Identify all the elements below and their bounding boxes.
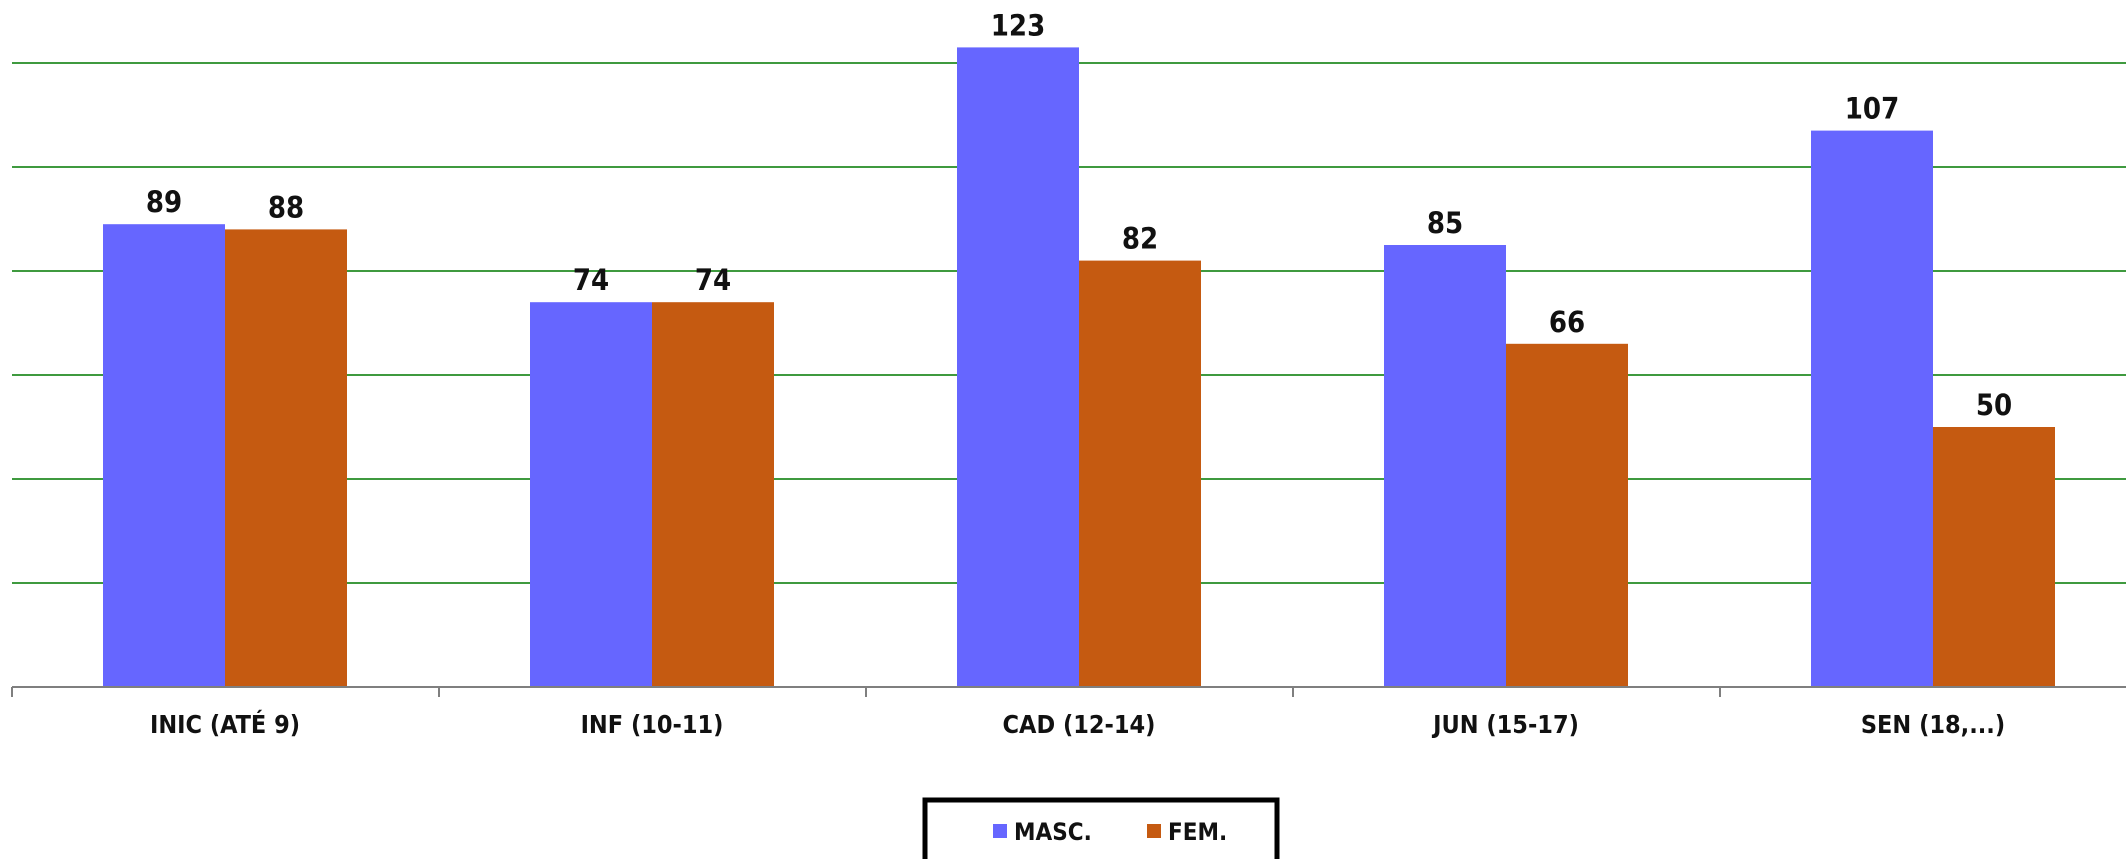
x-axis: INIC (ATÉ 9) INF (10-11) CAD (12-14) JUN (1… bbox=[11, 686, 2126, 739]
legend-label-fem: FEM. bbox=[1168, 818, 1227, 846]
category-label: JUN (15-17) bbox=[1431, 710, 1579, 739]
category-label: SEN (18,...) bbox=[1861, 710, 2005, 739]
data-label: 85 bbox=[1427, 206, 1463, 240]
data-label: 74 bbox=[695, 263, 731, 297]
category-label: INIC (ATÉ 9) bbox=[150, 710, 300, 739]
data-label: 88 bbox=[268, 190, 304, 224]
bars bbox=[103, 47, 2055, 688]
bar-masc bbox=[530, 302, 652, 687]
bar-masc bbox=[957, 47, 1079, 687]
data-label: 107 bbox=[1845, 92, 1899, 126]
data-label: 50 bbox=[1976, 388, 2012, 422]
bar-fem bbox=[1079, 260, 1201, 687]
data-label: 123 bbox=[991, 8, 1045, 42]
bar-fem bbox=[1933, 427, 2055, 687]
data-label: 82 bbox=[1122, 222, 1158, 256]
data-label: 74 bbox=[573, 263, 609, 297]
bar-masc bbox=[1384, 245, 1506, 687]
bar-masc bbox=[103, 224, 225, 687]
data-label: 89 bbox=[146, 185, 182, 219]
legend-label-masc: MASC. bbox=[1014, 818, 1092, 846]
data-labels: 89 88 74 74 123 82 85 66 107 50 bbox=[146, 8, 2012, 422]
legend-swatch-fem bbox=[1147, 824, 1161, 838]
legend[interactable]: MASC. FEM. bbox=[922, 797, 1280, 859]
data-label: 66 bbox=[1549, 305, 1585, 339]
bar-fem bbox=[652, 302, 774, 687]
bar-fem bbox=[1506, 343, 1628, 687]
legend-swatch-masc bbox=[993, 824, 1007, 838]
bar-fem bbox=[225, 229, 347, 687]
legend-box bbox=[922, 797, 1280, 859]
bar-masc bbox=[1811, 130, 1933, 688]
category-label: CAD (12-14) bbox=[1003, 710, 1156, 739]
category-label: INF (10-11) bbox=[581, 710, 724, 739]
